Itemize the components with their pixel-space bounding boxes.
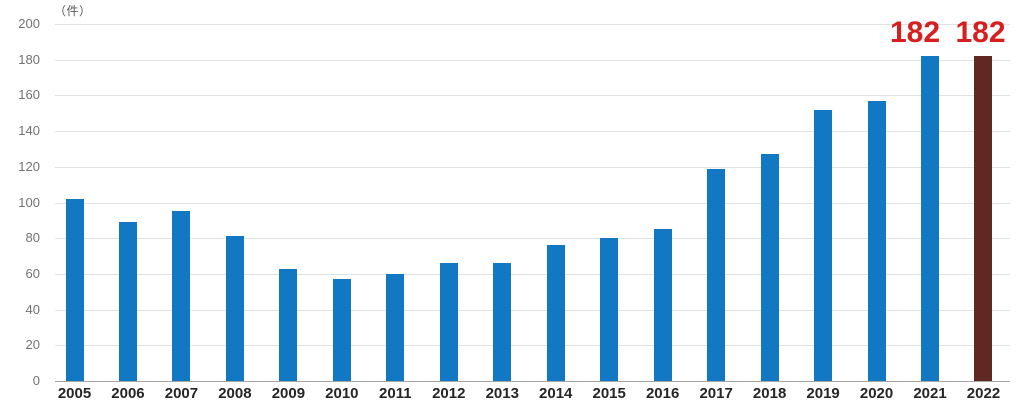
gridline-160 (55, 95, 1010, 97)
gridline-100 (55, 202, 1010, 204)
y-tick-label-0: 0 (32, 373, 40, 388)
bar-2022 (974, 56, 993, 381)
x-tick-label-2006: 2006 (111, 385, 145, 402)
x-axis-line (55, 381, 1010, 382)
gridline-140 (55, 131, 1010, 133)
x-tick-label-2015: 2015 (592, 385, 626, 402)
gridline-40 (55, 309, 1010, 311)
y-tick-label-40: 40 (25, 301, 40, 317)
bar-2016 (653, 229, 672, 381)
y-tick-label-140: 140 (18, 123, 40, 139)
x-tick-label-2013: 2013 (485, 385, 519, 402)
x-tick-label-2011: 2011 (379, 385, 412, 402)
bar-2013 (493, 263, 512, 381)
x-tick-label-2018: 2018 (752, 385, 787, 402)
bar-2021 (921, 56, 940, 381)
y-tick-label-60: 60 (25, 265, 40, 281)
bar-2011 (386, 273, 405, 381)
bar-2012 (439, 263, 458, 381)
x-tick-label-2019: 2019 (806, 385, 840, 402)
gridline-20 (55, 345, 1010, 347)
y-tick-label-200: 200 (18, 16, 40, 31)
gridline-200 (55, 24, 1010, 25)
bar-2010 (332, 279, 351, 381)
bar-2005 (65, 198, 84, 381)
y-tick-label-100: 100 (18, 194, 40, 210)
gridline-80 (55, 238, 1010, 240)
bar-2014 (546, 245, 565, 381)
x-tick-label-2020: 2020 (859, 385, 894, 402)
bar-2008 (225, 236, 244, 381)
x-tick-label-2016: 2016 (645, 385, 680, 402)
x-tick-label-2010: 2010 (325, 385, 359, 402)
bar-2006 (118, 222, 137, 381)
x-tick-label-2012: 2012 (432, 385, 466, 402)
bar-2017 (707, 168, 726, 381)
x-tick-label-2021: 2021 (913, 385, 947, 402)
data-label-2022: 182 (955, 16, 1006, 49)
bar-2007 (172, 211, 191, 381)
x-tick-label-2008: 2008 (218, 385, 252, 402)
x-tick-label-2005: 2005 (57, 385, 92, 402)
y-tick-label-180: 180 (18, 51, 40, 67)
gridline-180 (55, 59, 1010, 61)
x-tick-label-2007: 2007 (164, 385, 199, 402)
x-tick-label-2017: 2017 (699, 385, 733, 402)
bar-2009 (279, 268, 298, 381)
gridline-60 (55, 273, 1010, 275)
x-tick-label-2022: 2022 (966, 385, 1001, 402)
y-tick-label-80: 80 (25, 230, 40, 246)
y-tick-label-120: 120 (18, 158, 40, 174)
bar-2015 (600, 238, 619, 381)
bar-2018 (760, 154, 779, 381)
y-tick-label-20: 20 (25, 337, 40, 353)
gridline-120 (55, 166, 1010, 168)
bar-2020 (867, 100, 886, 381)
data-label-2021: 182 (889, 16, 941, 49)
bar-2019 (814, 109, 833, 381)
x-tick-label-2009: 2009 (271, 385, 306, 402)
y-tick-label-160: 160 (18, 87, 40, 103)
x-tick-label-2014: 2014 (539, 385, 573, 402)
y-axis-unit-label: （件） (54, 4, 92, 18)
